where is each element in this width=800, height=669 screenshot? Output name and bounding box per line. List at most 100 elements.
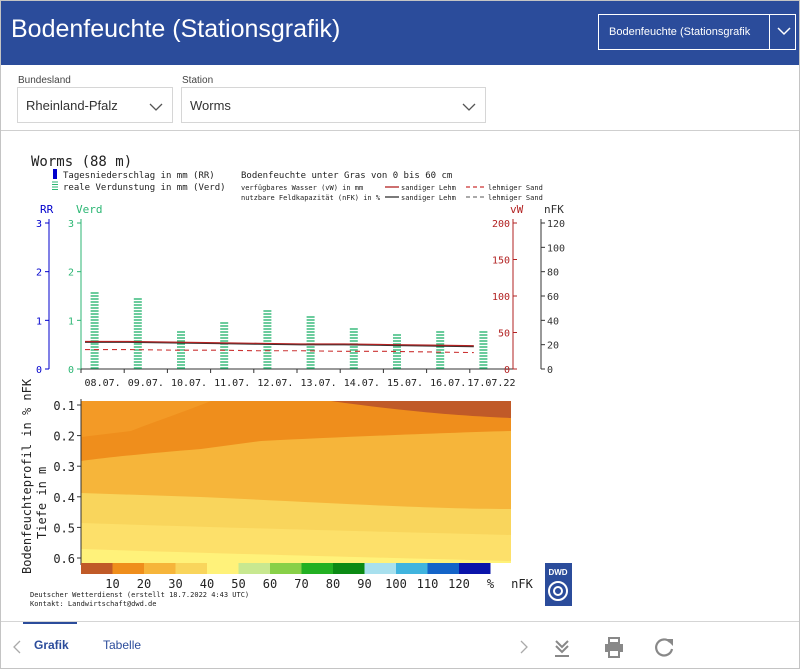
heatmap-y-tick-label: 0.3 <box>53 460 75 474</box>
heatmap-band-bright-yellow <box>81 549 511 563</box>
x-tick-label: 13.07. <box>301 378 337 389</box>
colorbar-cell <box>270 563 302 574</box>
soil-moisture-chart: Worms (88 m) Tagesniederschlag in mm (RR… <box>20 154 572 608</box>
axis-label-nfk: nFK <box>544 203 564 216</box>
verd-bar <box>263 310 272 369</box>
vw-tick-label: 0 <box>504 365 510 376</box>
colorbar-label: 120 <box>448 577 470 591</box>
verd-tick-label: 1 <box>68 316 74 327</box>
station-label: Station <box>182 75 214 86</box>
colorbar-label: 40 <box>200 577 214 591</box>
page-title: Bodenfeuchte (Stationsgrafik) <box>11 15 341 43</box>
tick-layer: 0 1 2 3 0 1 2 3 0 50 100 150 200 0 20 40 60 80 100 120 08.07… <box>36 219 565 389</box>
colorbar-cell <box>81 563 113 574</box>
verd-bar <box>177 331 185 369</box>
bundesland-label: Bundesland <box>18 75 71 86</box>
page-header: Bodenfeuchte (Stationsgrafik) Bodenfeuch… <box>1 1 799 65</box>
legend-vw-lehmiger-label: lehmiger Sand <box>488 184 543 192</box>
colorbar-label: 80 <box>326 577 340 591</box>
nfk-tick-label: 120 <box>547 219 565 230</box>
verd-bar <box>393 334 401 369</box>
verd-bar <box>306 316 315 369</box>
x-tick-label: 09.07. <box>128 378 164 389</box>
verd-bar <box>90 292 99 369</box>
axis-label-vw: vW <box>510 203 524 216</box>
rr-tick-label: 3 <box>36 219 42 230</box>
chevron-down-icon <box>462 103 476 111</box>
bar-layer <box>90 292 488 369</box>
colorbar-label: nFK <box>511 577 533 591</box>
heatmap-y-tick-label: 0.1 <box>53 399 75 413</box>
soil-profile-heatmap <box>81 401 511 563</box>
colorbar-cell <box>396 563 428 574</box>
refresh-icon[interactable] <box>653 636 675 658</box>
nfk-tick-label: 0 <box>547 365 553 376</box>
x-tick-label: 11.07. <box>214 378 250 389</box>
download-icon[interactable] <box>551 636 573 658</box>
colorbar-label: 60 <box>263 577 277 591</box>
x-tick-label: 14.07. <box>344 378 380 389</box>
dwd-logo: DWD <box>545 563 572 606</box>
colorbar-label: 90 <box>357 577 371 591</box>
tab-tabelle[interactable]: Tabelle <box>103 638 142 652</box>
vw-tick-label: 200 <box>492 219 510 230</box>
x-tick-label: 17.07.22 <box>467 378 515 389</box>
legend-verd-swatch <box>52 181 58 190</box>
heatmap-y-tick-label: 0.4 <box>53 491 75 505</box>
heatmap-ylabel: Bodenfeuchteprofil in % nFK <box>20 378 34 574</box>
bundesland-select[interactable]: Rheinland-Pfalz <box>17 87 173 123</box>
verd-tick-label: 3 <box>68 219 74 230</box>
heat-tick-layer: 0.1 0.2 0.3 0.4 0.5 0.6 <box>53 399 81 566</box>
verd-bar <box>220 322 229 369</box>
legend-vw-sandiger-label: sandiger Lehm <box>401 184 456 192</box>
verd-bar <box>349 328 358 369</box>
colorbar-cell <box>207 563 239 574</box>
active-tab-indicator <box>23 622 77 624</box>
print-icon[interactable] <box>603 636 625 658</box>
filter-bar: Bundesland Rheinland-Pfalz Station Worms <box>1 65 799 131</box>
vw-sandiger-lehm-line <box>85 340 474 347</box>
chevron-left-icon[interactable] <box>12 640 22 654</box>
nfk-tick-label: 100 <box>547 243 565 254</box>
bundesland-value: Rheinland-Pfalz <box>26 98 118 113</box>
colorbar-cell <box>301 563 333 574</box>
legend-nfk-label: nutzbare Feldkapazität (nFK) in % <box>241 194 381 202</box>
view-select-value: Bodenfeuchte (Stationsgrafik <box>609 26 751 38</box>
verd-bar <box>479 331 488 369</box>
verd-tick-label: 2 <box>68 268 74 279</box>
nfk-tick-label: 60 <box>547 292 559 303</box>
legend-soil-title: Bodenfeuchte unter Gras von 0 bis 60 cm <box>241 171 452 181</box>
rr-tick-label: 2 <box>36 268 42 279</box>
colorbar-cell <box>144 563 176 574</box>
heatmap-band-orange <box>81 401 511 461</box>
dwd-logo-text: DWD <box>548 568 567 577</box>
chart-title: Worms (88 m) <box>31 154 132 170</box>
rr-tick-label: 1 <box>36 316 42 327</box>
view-select[interactable]: Bodenfeuchte (Stationsgrafik <box>598 14 796 50</box>
chevron-right-icon[interactable] <box>519 640 529 654</box>
legend-rr-swatch <box>53 169 57 179</box>
station-select[interactable]: Worms <box>181 87 486 123</box>
heatmap-band-orange-top <box>81 401 211 437</box>
colorbar-label: 20 <box>137 577 151 591</box>
rr-tick-label: 0 <box>36 365 42 376</box>
colorbar-cell <box>112 563 144 574</box>
nfk-tick-label: 80 <box>547 268 559 279</box>
colorbar-label: 10 <box>105 577 119 591</box>
legend-nfk-lehmiger-label: lehmiger Sand <box>488 194 543 202</box>
heatmap-y-tick-label: 0.5 <box>53 521 75 535</box>
colorbar-label: 50 <box>231 577 245 591</box>
colorbar-cell <box>175 563 207 574</box>
tab-grafik[interactable]: Grafik <box>34 638 69 652</box>
legend-nfk-sandiger-label: sandiger Lehm <box>401 194 456 202</box>
x-tick-label: 12.07. <box>257 378 293 389</box>
colorbar-label: 110 <box>417 577 439 591</box>
contact-text: Kontakt: Landwirtschaft@dwd.de <box>30 600 156 608</box>
legend-verd-label: reale Verdunstung in mm (Verd) <box>63 183 226 193</box>
colorbar-cell <box>333 563 365 574</box>
x-tick-label: 16.07. <box>430 378 466 389</box>
colorbar-label: 100 <box>385 577 407 591</box>
line-layer <box>85 340 474 354</box>
colorbar: 10 20 30 40 50 60 70 80 90 100 110 120% nFK <box>81 563 534 591</box>
station-graphic: Worms (88 m) Tagesniederschlag in mm (RR… <box>1 131 799 621</box>
